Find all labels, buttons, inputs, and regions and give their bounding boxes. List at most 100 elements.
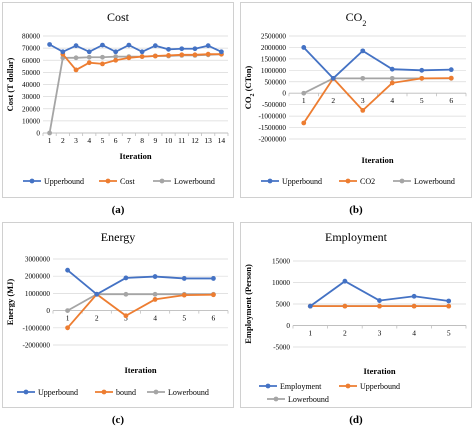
legend-label: Employment <box>280 382 322 391</box>
legend-label: Upperbound <box>360 382 400 391</box>
legend-label: Cost <box>120 177 135 186</box>
x-tick-label: 2 <box>61 136 65 145</box>
y-tick-label: 0 <box>46 307 50 315</box>
x-tick-label: 9 <box>153 136 157 145</box>
x-tick-label: 2 <box>95 314 99 323</box>
x-tick-label: 5 <box>101 136 105 145</box>
y-tick-label: -1500000 <box>258 124 286 132</box>
series-line-upperbound <box>67 269 214 296</box>
x-axis-title: Iteration <box>363 366 395 376</box>
data-point <box>73 67 79 73</box>
y-tick-label: 0 <box>282 90 286 98</box>
y-tick-label: 0 <box>286 322 290 330</box>
legend-marker <box>153 389 159 395</box>
legend-label: Lowerbound <box>174 177 215 186</box>
data-point <box>179 52 185 58</box>
data-point <box>181 276 187 281</box>
y-axis-title: Employment (Person) <box>243 264 253 344</box>
legend-label: bound <box>116 388 136 397</box>
x-tick-label: 14 <box>218 136 226 145</box>
data-point <box>192 52 198 58</box>
legend-marker <box>101 389 107 395</box>
data-point <box>360 75 366 81</box>
x-tick-label: 4 <box>390 96 394 105</box>
data-point <box>307 303 313 309</box>
data-point <box>342 278 348 284</box>
data-point <box>100 42 105 48</box>
legend-label: Upperbound <box>282 177 322 186</box>
y-tick-label: 10000 <box>22 117 40 125</box>
y-tick-label: 30000 <box>22 93 40 101</box>
y-tick-label: 15000 <box>272 258 290 266</box>
data-point <box>73 55 79 61</box>
data-point <box>152 274 158 279</box>
data-point <box>113 54 119 60</box>
data-point <box>411 303 417 309</box>
cost-chart: Cost 0 10000 20000 30000 40000 50000 60000 70000… <box>5 10 229 186</box>
data-point <box>192 46 198 52</box>
data-point <box>126 55 132 61</box>
data-point <box>377 303 382 309</box>
caption-a: (a) <box>111 204 125 216</box>
x-tick-label: 1 <box>48 136 52 145</box>
x-axis-title: Iteration <box>124 365 156 375</box>
legend-label: Lowerbound <box>288 395 329 404</box>
y-tick-label: 10000 <box>272 279 290 287</box>
data-point <box>47 42 53 47</box>
legend-label: CO2 <box>360 177 375 186</box>
series-line-upperbound <box>303 46 452 80</box>
series-line-bound <box>66 293 214 329</box>
x-tick-label: 3 <box>74 136 78 145</box>
legend-marker <box>159 178 165 184</box>
data-point <box>389 80 395 86</box>
y-tick-label: 2500000 <box>261 33 287 41</box>
legend-label: Lowerbound <box>168 388 209 397</box>
x-tick-label: 7 <box>127 136 131 145</box>
series-line-co2 <box>302 76 452 124</box>
x-tick-label: 1 <box>302 96 306 105</box>
legend-marker <box>23 389 29 395</box>
data-point <box>65 267 70 273</box>
chart-title: Employment <box>325 230 388 244</box>
y-tick-label: 1000000 <box>261 67 287 75</box>
chart-title: CO2 <box>346 10 367 28</box>
data-point <box>86 60 92 66</box>
data-point <box>419 67 425 73</box>
energy-chart-panel: Energy -2000000 -1000000 0 1000000 2000000 300… <box>2 222 234 408</box>
data-point <box>113 57 119 63</box>
x-tick-label: 6 <box>212 314 216 323</box>
data-point <box>60 49 66 55</box>
legend-marker <box>105 178 111 184</box>
y-tick-label: 80000 <box>22 33 40 41</box>
x-tick-label: 1 <box>66 314 70 323</box>
data-point <box>139 54 145 60</box>
x-tick-label: 1 <box>308 329 312 338</box>
data-point <box>389 75 395 81</box>
data-point <box>100 61 105 67</box>
x-tick-label: 2 <box>343 329 347 338</box>
y-tick-label: -1000000 <box>22 324 50 332</box>
legend-marker <box>345 383 351 389</box>
x-tick-label: 4 <box>412 329 416 338</box>
y-tick-label: 50000 <box>22 69 40 77</box>
y-tick-label: 500000 <box>264 78 286 86</box>
data-point <box>73 43 79 49</box>
y-axis-title: Energy (MJ) <box>5 279 15 326</box>
legend-marker <box>29 178 35 184</box>
x-tick-label: 10 <box>165 136 173 145</box>
caption-c: (c) <box>111 414 125 426</box>
data-point <box>123 313 129 319</box>
cost-chart-panel: Cost 0 10000 20000 30000 40000 50000 60000 70000… <box>2 2 234 198</box>
y-tick-label: 1000000 <box>25 290 51 298</box>
y-tick-label: 40000 <box>22 81 40 89</box>
x-tick-label: 5 <box>420 96 424 105</box>
y-tick-label: 0 <box>36 130 40 138</box>
x-tick-label: 4 <box>87 136 91 145</box>
data-point <box>419 75 425 81</box>
data-point <box>342 303 348 309</box>
data-point <box>448 67 454 73</box>
y-tick-label: 3000000 <box>25 256 51 264</box>
employment-chart-panel: Employment -5000 0 5000 10000 15000 1 2 3 4 5 Itera… <box>240 222 472 408</box>
data-point <box>152 53 158 59</box>
y-axis-title: CO2 (CTon) <box>243 66 256 110</box>
